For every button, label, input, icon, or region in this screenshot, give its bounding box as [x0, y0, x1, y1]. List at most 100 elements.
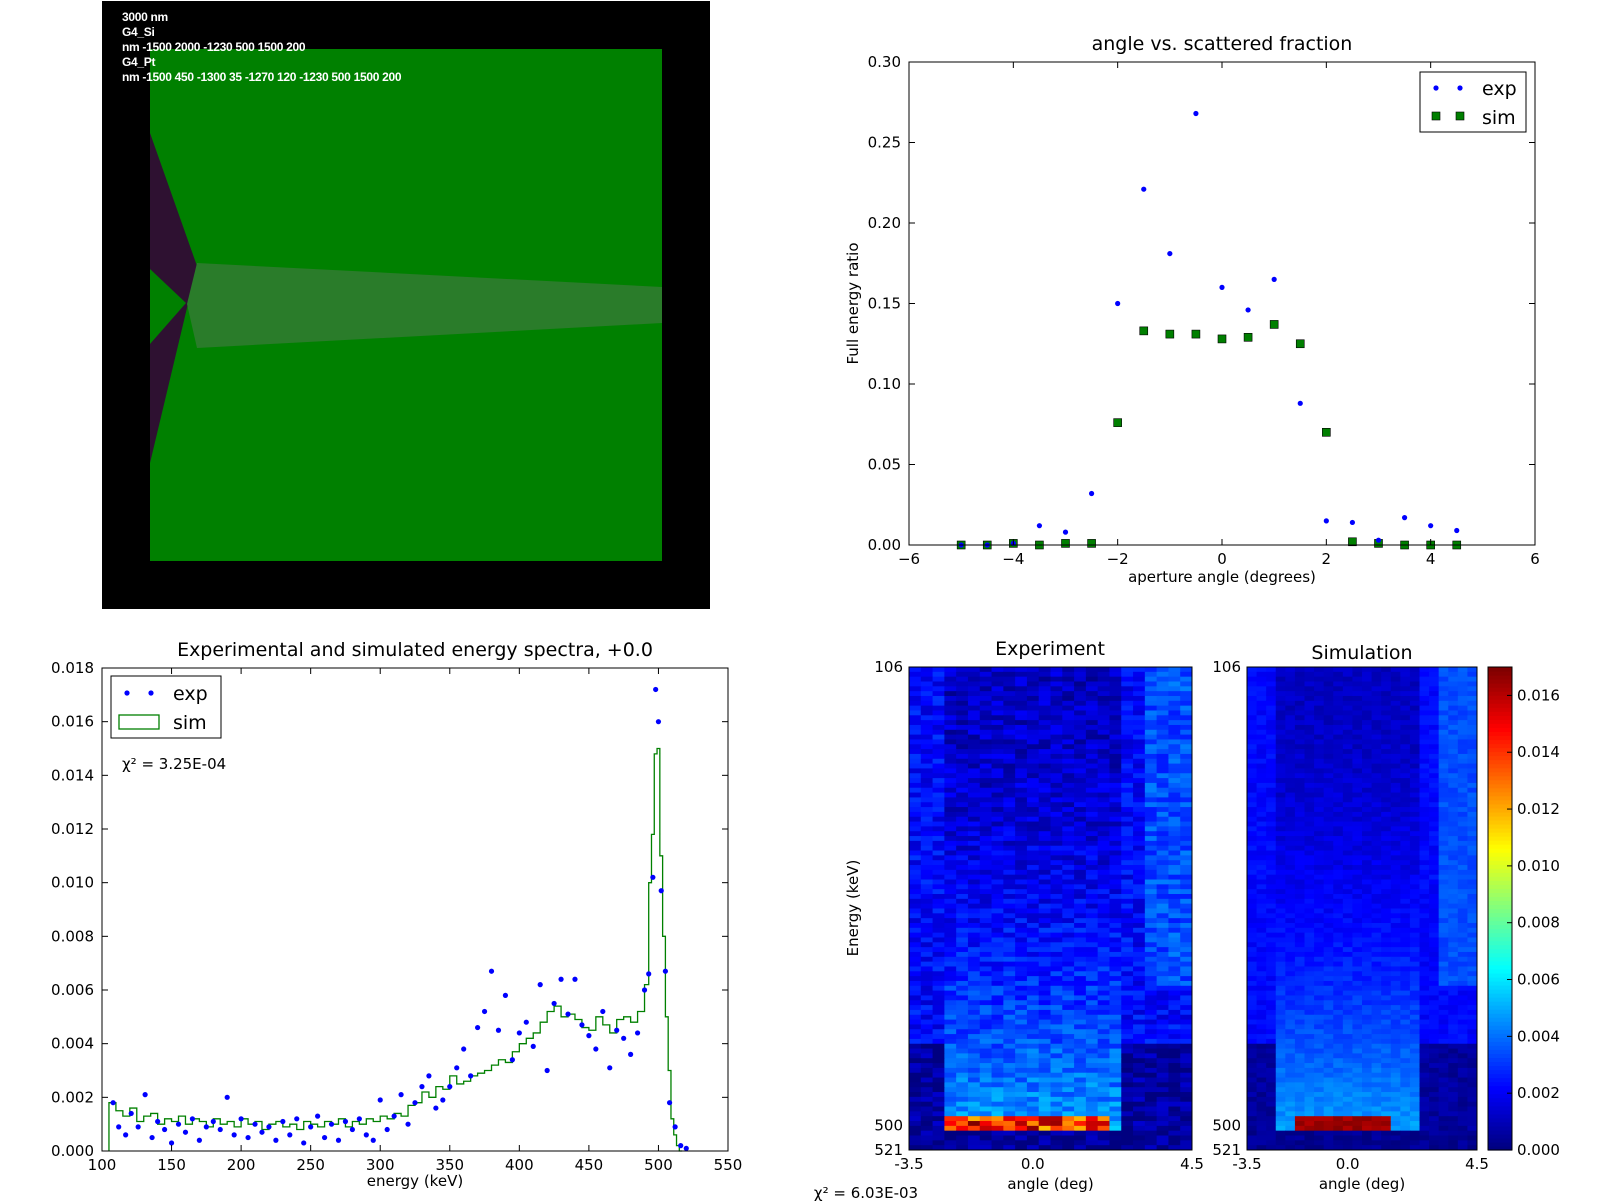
heatmap-cell — [1256, 980, 1267, 987]
heatmap-cell — [1133, 961, 1146, 967]
heatmap-cell — [1333, 903, 1344, 909]
heatmap-cell — [991, 855, 1004, 861]
heatmap-cell — [1304, 724, 1315, 731]
heatmap-cell — [956, 695, 969, 702]
heatmap-cell — [1133, 749, 1146, 755]
heatmap-cell — [1026, 1101, 1040, 1108]
heatmap-cell — [944, 918, 957, 924]
heatmap-cell — [1448, 932, 1459, 938]
heatmap-cell — [1352, 879, 1363, 885]
heatmap-cell — [1247, 951, 1258, 958]
heatmap-cell — [1400, 1043, 1411, 1050]
heatmap-cell — [1156, 1092, 1169, 1098]
heatmap-cell — [1429, 778, 1440, 784]
heatmap-cell — [1133, 681, 1146, 687]
heatmap-cell — [1168, 724, 1181, 731]
heatmap-cell — [1362, 850, 1373, 856]
heatmap-cell — [979, 918, 993, 924]
heatmap-cell — [1323, 802, 1334, 808]
heatmap-cell — [1097, 879, 1110, 885]
heatmap-cell — [1003, 744, 1016, 750]
heatmap-cell — [1266, 898, 1277, 905]
heatmap-cell — [1285, 811, 1296, 818]
heatmap-cell — [1467, 787, 1478, 794]
heatmap-cell — [1256, 739, 1267, 745]
heatmap-cell — [1256, 927, 1267, 934]
heatmap-cell — [1419, 1019, 1430, 1025]
heatmap-cell — [1323, 913, 1334, 919]
heatmap-cell — [1333, 980, 1344, 987]
heatmap-cell — [1121, 1101, 1134, 1108]
heatmap-cell — [1062, 898, 1075, 905]
heatmap-cell — [1429, 922, 1440, 929]
heatmap-cell — [1074, 744, 1087, 750]
heatmap-cell — [1109, 995, 1122, 1001]
heatmap-cell — [909, 874, 922, 881]
heatmap-cell — [1050, 1067, 1063, 1074]
heatmap-cell — [1038, 807, 1051, 813]
heatmap-cell — [1400, 807, 1411, 813]
heatmap-cell — [1438, 898, 1449, 905]
heatmap-cell — [956, 942, 969, 948]
heatmap-cell — [991, 787, 1004, 794]
heatmap-cell — [1026, 1067, 1040, 1074]
heatmap-cell — [1390, 695, 1401, 702]
heatmap-cell — [1109, 671, 1122, 678]
heatmap-cell — [1109, 1145, 1122, 1151]
heatmap-cell — [1438, 1125, 1449, 1132]
heatmap-cell — [1038, 840, 1051, 847]
heatmap-cell — [1133, 763, 1146, 769]
heatmap-cell — [956, 792, 969, 798]
heatmap-cell — [1247, 1116, 1258, 1122]
heatmap-cell — [944, 874, 957, 881]
heatmap-cell — [909, 898, 922, 905]
heatmap-cell — [1285, 763, 1296, 769]
heatmap-cell — [979, 1130, 993, 1137]
heatmap-cell — [1247, 937, 1258, 943]
heatmap-cell — [1294, 961, 1305, 967]
heatmap-cell — [1352, 894, 1363, 900]
heatmap-cell — [1304, 695, 1315, 702]
heatmap-cell — [967, 1058, 981, 1064]
heatmap-cell — [967, 1000, 981, 1006]
heatmap-cell — [991, 976, 1004, 982]
heatmap-cell — [1275, 966, 1286, 972]
heatmap-cell — [1381, 816, 1392, 823]
heatmap-cell — [1247, 816, 1258, 823]
heatmap-cell — [1121, 671, 1134, 678]
heatmap-cell — [1323, 1082, 1334, 1088]
heatmap-cell — [1085, 1077, 1099, 1083]
exp-point — [565, 1011, 571, 1017]
heatmap-cell — [956, 922, 969, 929]
heatmap-cell — [1003, 836, 1016, 842]
heatmap-cell — [1247, 1005, 1258, 1011]
heatmap-cell — [1419, 792, 1430, 798]
heatmap-cell — [1015, 951, 1028, 958]
heatmap-cell — [1371, 889, 1382, 895]
heatmap-cell — [1371, 884, 1382, 890]
heatmap-cell — [1180, 676, 1193, 682]
heatmap-cell — [1342, 1130, 1353, 1137]
heatmap-cell — [1419, 1087, 1430, 1093]
heatmap-cell — [1400, 797, 1411, 803]
heatmap-cell — [1371, 836, 1382, 842]
heatmap-cell — [1342, 667, 1353, 673]
heatmap-cell — [1180, 782, 1193, 789]
heatmap-cell — [1467, 811, 1478, 818]
sim-point — [1243, 333, 1253, 342]
heatmap-cell — [1448, 1125, 1459, 1132]
heatmap-cell — [1003, 681, 1016, 687]
heatmap-cell — [1371, 715, 1382, 721]
heatmap-cell — [1304, 1087, 1315, 1093]
heatmap-cell — [1074, 922, 1087, 929]
heatmap-cell — [909, 985, 922, 992]
heatmap-cell — [1342, 869, 1353, 876]
heatmap-cell — [1342, 884, 1353, 890]
heatmap-cell — [944, 1019, 957, 1025]
heatmap-cell — [1074, 927, 1087, 934]
heatmap-cell — [1390, 831, 1401, 837]
heatmap-cell — [1015, 778, 1028, 784]
heatmap-cell — [1156, 961, 1169, 967]
heatmap-cell — [1038, 1116, 1051, 1122]
